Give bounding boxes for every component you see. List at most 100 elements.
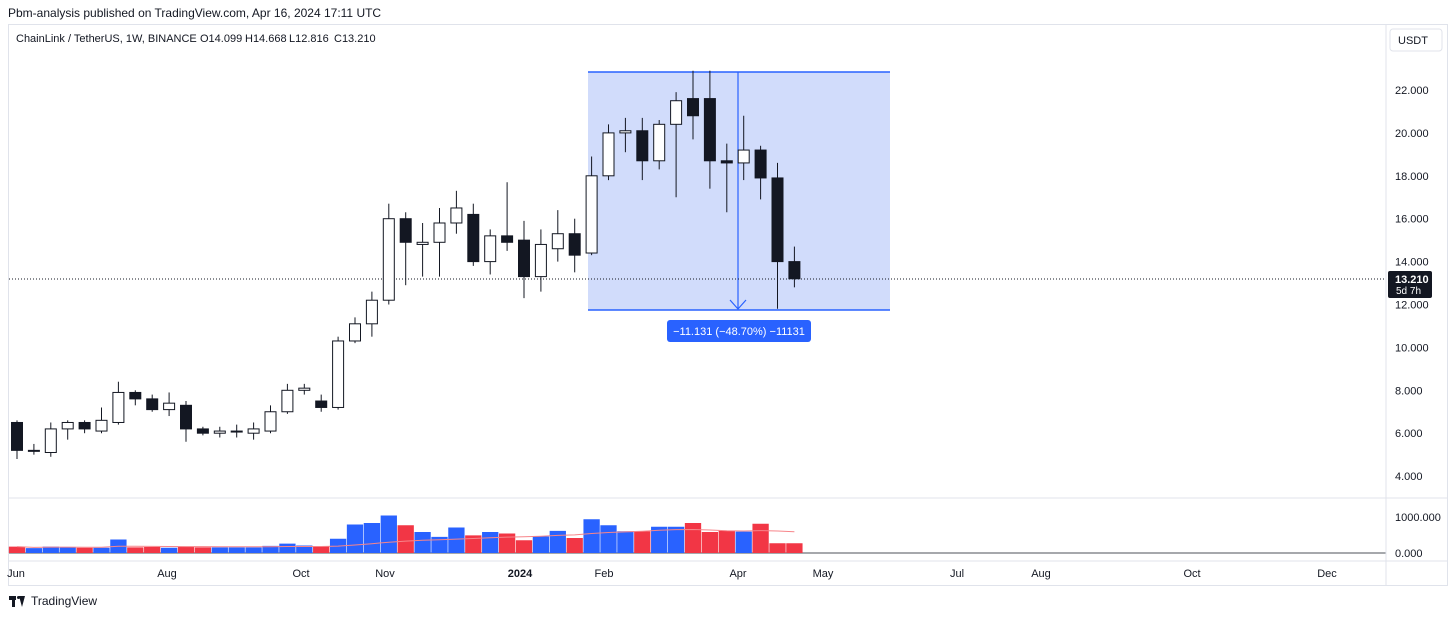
candle-body xyxy=(534,243,547,278)
price-tick-label: 10.000 xyxy=(1395,342,1429,354)
candle-body xyxy=(78,421,91,430)
volume-bar xyxy=(414,532,431,553)
candle[interactable] xyxy=(670,92,683,198)
candle[interactable] xyxy=(467,203,480,266)
candle[interactable] xyxy=(568,218,581,273)
candle-body xyxy=(27,449,40,452)
candle[interactable] xyxy=(112,381,125,425)
candle-body xyxy=(180,404,192,430)
currency-button[interactable]: USDT xyxy=(1398,35,1428,47)
candle[interactable] xyxy=(737,115,750,181)
price-label-countdown: 5d 7h xyxy=(1396,286,1421,297)
candle[interactable] xyxy=(315,394,328,412)
candle[interactable] xyxy=(720,143,733,213)
candle[interactable] xyxy=(180,401,192,442)
candle-body xyxy=(315,400,328,408)
candle[interactable] xyxy=(196,426,209,436)
candle[interactable] xyxy=(484,229,497,275)
candle[interactable] xyxy=(771,162,784,309)
candle[interactable] xyxy=(619,117,632,153)
candle[interactable] xyxy=(61,420,74,440)
candle[interactable] xyxy=(298,383,311,395)
candle[interactable] xyxy=(382,203,395,305)
volume-bar xyxy=(211,547,228,553)
volume-bar xyxy=(296,545,313,553)
candle[interactable] xyxy=(213,426,226,438)
candle-body xyxy=(382,218,395,301)
candle[interactable] xyxy=(281,383,294,414)
price-tick-label: 6.000 xyxy=(1395,428,1423,440)
time-tick-label: Jun xyxy=(7,568,25,580)
volume-bar xyxy=(532,536,550,553)
volume-bar xyxy=(684,523,702,553)
candle[interactable] xyxy=(11,420,23,459)
candle[interactable] xyxy=(518,220,530,299)
candle[interactable] xyxy=(653,120,666,170)
candle-body xyxy=(687,98,699,117)
candle[interactable] xyxy=(146,394,159,412)
volume-bar xyxy=(160,547,178,553)
candle[interactable] xyxy=(332,336,345,410)
candle[interactable] xyxy=(687,70,699,140)
candle-body xyxy=(349,323,361,342)
candle[interactable] xyxy=(78,420,91,434)
candle[interactable] xyxy=(754,145,767,200)
candle-body xyxy=(518,239,530,278)
candle[interactable] xyxy=(27,443,40,455)
candle[interactable] xyxy=(399,212,412,286)
tradingview-logo[interactable]: TradingView xyxy=(9,594,97,608)
publish-header: Pbm-analysis published on TradingView.co… xyxy=(8,6,382,20)
volume-bar xyxy=(42,546,59,553)
volume-bar xyxy=(498,533,516,553)
candle[interactable] xyxy=(264,405,277,434)
candle[interactable] xyxy=(501,182,514,251)
time-axis[interactable]: Jun Aug Oct Nov 2024 Feb Apr May Jul Aug Oct Dec xyxy=(7,568,1337,580)
candle[interactable] xyxy=(585,156,598,256)
currency-button-box[interactable] xyxy=(1389,28,1443,52)
candle[interactable] xyxy=(95,407,108,434)
candle[interactable] xyxy=(551,210,564,262)
price-tick-label: 22.000 xyxy=(1395,85,1429,97)
volume-bar xyxy=(25,548,43,553)
ohlc-low: L12.816 xyxy=(289,33,329,45)
volume-bar xyxy=(279,543,296,553)
candle[interactable] xyxy=(230,424,243,438)
candle[interactable] xyxy=(163,392,176,417)
volume-bar xyxy=(617,531,634,553)
candle-body xyxy=(230,430,243,433)
candle-body xyxy=(467,213,480,263)
candle-body xyxy=(450,207,463,224)
volume-bar xyxy=(397,525,414,553)
time-tick-label: Oct xyxy=(292,568,309,580)
candle-body xyxy=(11,421,23,451)
measure-box[interactable] xyxy=(588,72,890,310)
candle[interactable] xyxy=(602,124,615,181)
candle[interactable] xyxy=(44,422,57,457)
price-axis[interactable]: 4.000 6.000 8.000 10.000 12.000 14.000 16.000 1… xyxy=(1395,85,1441,560)
candle-body xyxy=(44,428,57,454)
price-tick-label: 16.000 xyxy=(1395,214,1429,226)
price-tick-label: 20.000 xyxy=(1395,128,1429,140)
candle[interactable] xyxy=(534,229,547,292)
candle[interactable] xyxy=(788,246,801,288)
candle[interactable] xyxy=(365,291,378,337)
volume-bar xyxy=(482,532,499,553)
candle-body xyxy=(720,160,733,164)
candle[interactable] xyxy=(349,317,361,344)
candle[interactable] xyxy=(450,190,463,234)
candle-body xyxy=(585,175,598,254)
candle[interactable] xyxy=(433,207,446,277)
candle[interactable] xyxy=(636,117,649,181)
volume-bar xyxy=(448,527,465,553)
candle[interactable] xyxy=(416,222,429,277)
candle[interactable] xyxy=(129,390,142,406)
measure-label-box[interactable] xyxy=(667,320,811,342)
candle[interactable] xyxy=(247,422,260,440)
volume-bar xyxy=(76,547,93,553)
candle-body xyxy=(365,299,378,325)
candle-body xyxy=(298,387,311,391)
time-tick-label: Dec xyxy=(1317,568,1337,580)
candle[interactable] xyxy=(703,70,716,189)
candle-body xyxy=(433,222,446,243)
